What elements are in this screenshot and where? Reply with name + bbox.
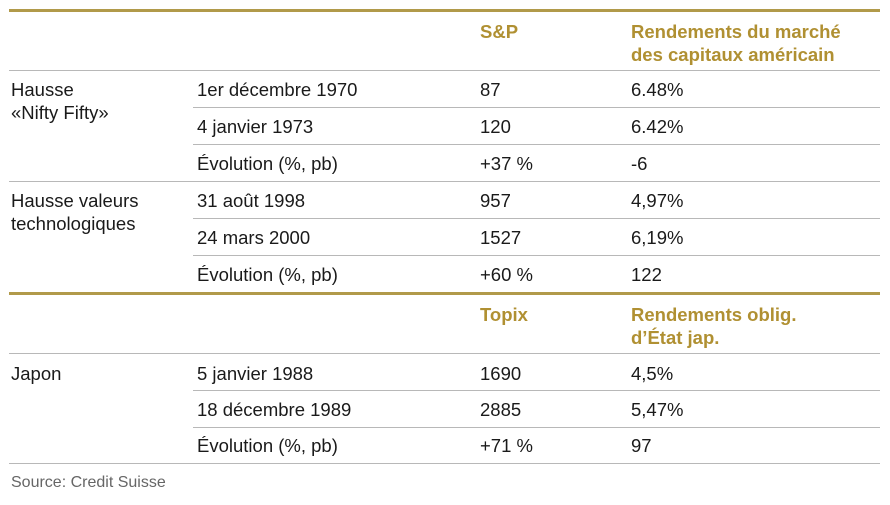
header-us-yield-line2: des capitaux américain bbox=[631, 44, 835, 65]
group-nifty-label-2: «Nifty Fifty» bbox=[11, 102, 109, 123]
row-index: 120 bbox=[480, 116, 511, 137]
header-us-yield-line1: Rendements du marché bbox=[631, 21, 841, 42]
section-gold-rule bbox=[9, 292, 880, 295]
row-index: 957 bbox=[480, 190, 511, 211]
row-index: 2885 bbox=[480, 399, 522, 420]
row-date: 31 août 1998 bbox=[197, 190, 306, 211]
header-topix: Topix bbox=[480, 304, 528, 325]
group-tech-label-1: Hausse valeurs bbox=[11, 190, 139, 211]
row-yield: 6,19% bbox=[631, 227, 684, 248]
row-yield: 6.48% bbox=[631, 79, 684, 100]
row-yield: 97 bbox=[631, 435, 652, 456]
row-date: 1er décembre 1970 bbox=[197, 79, 358, 100]
row-yield: 6.42% bbox=[631, 116, 684, 137]
row-date: Évolution (%, pb) bbox=[197, 264, 338, 285]
bottom-divider bbox=[9, 463, 880, 464]
divider bbox=[9, 70, 880, 71]
group-tech-label-2: technologiques bbox=[11, 213, 136, 234]
row-yield: 5,47% bbox=[631, 399, 684, 420]
row-divider bbox=[193, 255, 880, 256]
row-yield: 122 bbox=[631, 264, 662, 285]
row-index: +60 % bbox=[480, 264, 533, 285]
row-date: 18 décembre 1989 bbox=[197, 399, 352, 420]
source-note: Source: Credit Suisse bbox=[11, 474, 166, 491]
row-date: 4 janvier 1973 bbox=[197, 116, 314, 137]
group-divider bbox=[9, 181, 880, 182]
header-jp-yield-line1: Rendements oblig. bbox=[631, 304, 797, 325]
row-index: 1527 bbox=[480, 227, 522, 248]
row-divider bbox=[193, 107, 880, 108]
row-divider bbox=[193, 144, 880, 145]
row-index: +71 % bbox=[480, 435, 533, 456]
row-yield: 4,97% bbox=[631, 190, 684, 211]
header-jp-yield-line2: d’État jap. bbox=[631, 327, 720, 348]
divider bbox=[9, 353, 880, 354]
group-japan-label: Japon bbox=[11, 363, 62, 384]
row-yield: -6 bbox=[631, 153, 648, 174]
row-divider bbox=[193, 218, 880, 219]
group-nifty-label-1: Hausse bbox=[11, 79, 74, 100]
row-index: 1690 bbox=[480, 363, 522, 384]
row-index: 87 bbox=[480, 79, 501, 100]
row-date: 24 mars 2000 bbox=[197, 227, 311, 248]
row-index: +37 % bbox=[480, 153, 533, 174]
header-sp: S&P bbox=[480, 21, 519, 42]
row-date: Évolution (%, pb) bbox=[197, 153, 338, 174]
row-divider bbox=[193, 390, 880, 391]
row-yield: 4,5% bbox=[631, 363, 674, 384]
row-divider bbox=[193, 427, 880, 428]
row-date: Évolution (%, pb) bbox=[197, 435, 338, 456]
top-gold-rule bbox=[9, 9, 880, 12]
row-date: 5 janvier 1988 bbox=[197, 363, 314, 384]
